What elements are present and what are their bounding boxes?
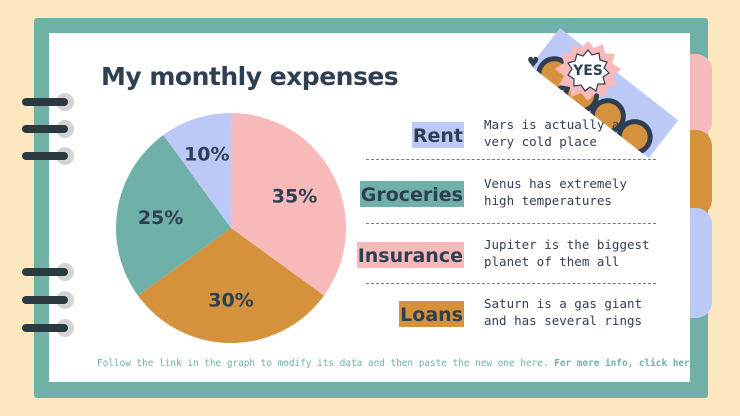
binder-ring <box>22 319 74 337</box>
legend-item-groceries: Groceries Venus has extremely high tempe… <box>359 175 658 217</box>
badge-label: YES <box>572 63 603 79</box>
legend-item-loans: Loans Saturn is a gas giant and has seve… <box>368 295 658 337</box>
yes-badge: YES <box>555 41 621 101</box>
legend-description-insurance: Jupiter is the biggest planet of them al… <box>484 236 664 270</box>
pie-slice[interactable] <box>137 228 325 343</box>
binder-ring <box>22 93 74 111</box>
description-line: Venus has extremely <box>484 176 627 191</box>
heart-icon: ♥ <box>527 55 540 71</box>
binder-ring <box>22 263 74 281</box>
divider-tab-orange <box>688 130 712 216</box>
pie-data-label: 10% <box>184 144 229 166</box>
dashed-divider <box>366 283 656 284</box>
pie-chart[interactable]: 35% 30% 25% 10% <box>115 112 347 344</box>
pie-slice[interactable] <box>231 113 346 296</box>
footer-note: Follow the link in the graph to modify i… <box>97 358 695 369</box>
description-line: planet of them all <box>484 254 620 269</box>
legend-label-groceries: Groceries <box>359 181 464 207</box>
legend-description-groceries: Venus has extremely high temperatures <box>484 175 664 209</box>
pie-slice[interactable] <box>116 134 231 296</box>
dashed-divider <box>366 159 656 160</box>
divider-tab-blue <box>688 208 712 318</box>
description-line: Mars is actually a <box>484 117 620 132</box>
pie-data-label: 25% <box>138 207 183 229</box>
legend-item-rent: Rent Mars is actually a very cold place <box>368 116 658 158</box>
pie-data-label: 35% <box>272 186 317 208</box>
divider-tab-pink <box>688 54 712 138</box>
legend-label-rent: Rent <box>411 122 464 148</box>
pie-data-label: 30% <box>208 289 253 311</box>
description-line: Jupiter is the biggest <box>484 237 650 252</box>
binder-ring <box>22 120 74 138</box>
dashed-divider <box>366 223 656 224</box>
pie-slice[interactable] <box>163 113 231 228</box>
description-line: very cold place <box>484 134 597 149</box>
legend-label-loans: Loans <box>399 301 464 327</box>
legend-description-rent: Mars is actually a very cold place <box>484 116 664 150</box>
page-title: My monthly expenses <box>101 62 399 91</box>
description-line: Saturn is a gas giant <box>484 296 643 311</box>
binder-ring <box>22 291 74 309</box>
legend-description-loans: Saturn is a gas giant and has several ri… <box>484 295 664 329</box>
footer-text: Follow the link in the graph to modify i… <box>97 358 549 369</box>
legend-label-insurance: Insurance <box>356 242 464 268</box>
more-info-link[interactable]: For more info, click here <box>554 358 696 369</box>
description-line: and has several rings <box>484 313 643 328</box>
binder-ring <box>22 147 74 165</box>
legend-item-insurance: Insurance Jupiter is the biggest planet … <box>356 236 658 278</box>
description-line: high temperatures <box>484 193 612 208</box>
